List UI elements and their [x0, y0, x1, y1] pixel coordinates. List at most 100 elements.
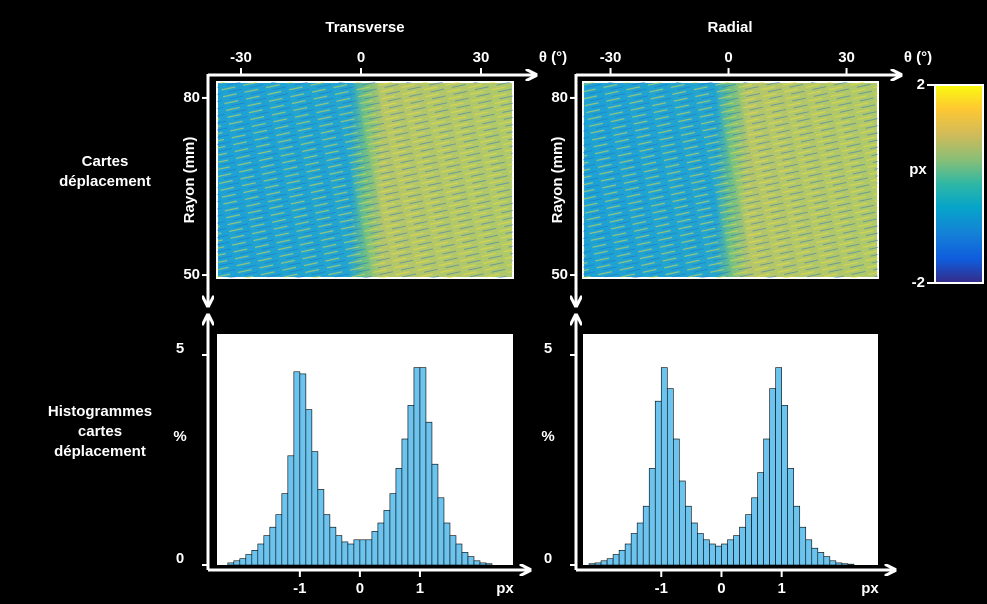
bar: [239, 558, 247, 566]
y-tick-label: 80: [551, 89, 568, 106]
bar: [673, 438, 680, 566]
bar: [829, 560, 837, 566]
bar: [685, 505, 692, 566]
bar: [401, 438, 409, 566]
x-tick-label: -30: [230, 49, 252, 66]
bar: [275, 514, 283, 566]
bar: [811, 547, 819, 566]
bar: [817, 552, 825, 566]
bar: [467, 556, 475, 566]
x-axis-label: θ (°): [904, 49, 932, 66]
bar: [618, 549, 626, 566]
map-texture: [217, 82, 513, 278]
bar: [660, 367, 668, 566]
bar: [413, 367, 421, 566]
row-label: déplacement: [59, 173, 151, 190]
x-tick-label: 0: [724, 49, 732, 66]
bar: [335, 535, 343, 566]
bar: [709, 543, 716, 566]
row-label: déplacement: [54, 443, 146, 460]
bar: [775, 367, 782, 566]
bar: [431, 463, 439, 566]
bar: [823, 556, 831, 566]
bar: [329, 526, 337, 566]
bar: [299, 373, 307, 566]
colorbar: [934, 84, 984, 284]
bar: [835, 562, 843, 566]
bar: [600, 560, 608, 566]
bar: [371, 531, 379, 566]
bar: [419, 367, 427, 566]
row-label: cartes: [78, 423, 122, 440]
x-tick-label: 30: [838, 49, 855, 66]
row-label: Histogrammes: [48, 403, 152, 420]
bar: [745, 514, 752, 566]
x-tick-label: 1: [778, 580, 786, 597]
map-texture: [583, 82, 878, 278]
bar: [485, 563, 493, 566]
y-tick-label: 50: [183, 266, 200, 283]
y-tick-label: 5: [176, 340, 184, 357]
bar: [287, 455, 295, 566]
bar: [245, 554, 253, 566]
bar: [437, 497, 445, 566]
y-axis-label: %: [173, 428, 186, 445]
x-axis-label: θ (°): [539, 49, 567, 66]
y-tick-label: 0: [176, 550, 184, 567]
x-tick-label: -1: [293, 580, 306, 597]
y-tick-label: 0: [544, 550, 552, 567]
bar: [594, 562, 602, 566]
bar: [257, 543, 265, 566]
bar: [263, 535, 271, 566]
bar: [341, 541, 349, 566]
x-tick-label: 30: [473, 49, 490, 66]
y-tick-label: 50: [551, 266, 568, 283]
x-tick-label: 0: [356, 580, 364, 597]
colorbar-tick-label: 2: [917, 76, 925, 93]
y-axis-label: %: [541, 428, 554, 445]
bar: [347, 543, 355, 566]
bar: [588, 563, 596, 566]
bar: [691, 522, 698, 566]
bar: [666, 388, 674, 566]
bar: [733, 535, 740, 566]
bar: [353, 539, 361, 566]
bar: [443, 522, 451, 566]
bar: [395, 468, 403, 566]
bar: [407, 405, 415, 566]
bar: [739, 526, 746, 566]
x-axis-label: px: [496, 580, 514, 597]
x-axis-label: px: [861, 580, 879, 597]
bar: [763, 438, 770, 566]
bar: [389, 493, 397, 566]
bar: [612, 554, 620, 566]
y-tick-label: 5: [544, 340, 552, 357]
bar: [311, 451, 319, 566]
bar: [642, 505, 650, 566]
bar: [727, 539, 734, 566]
bar: [799, 526, 807, 566]
bar: [383, 510, 391, 566]
bar: [269, 526, 277, 566]
bar: [251, 549, 259, 566]
column-title: Transverse: [325, 19, 404, 36]
bar: [606, 558, 614, 566]
bar: [787, 468, 795, 566]
bar: [715, 545, 722, 566]
row-label: Cartes: [82, 153, 129, 170]
bar: [654, 400, 662, 566]
bar: [721, 543, 728, 566]
bar: [473, 560, 481, 566]
bar: [455, 543, 463, 566]
bar: [805, 539, 813, 566]
bar: [847, 563, 855, 566]
bar: [769, 388, 776, 566]
bar: [697, 533, 704, 566]
bar: [425, 421, 433, 566]
bar: [793, 505, 801, 566]
bar: [227, 562, 235, 566]
bar: [305, 409, 313, 566]
bar: [841, 563, 849, 566]
bar: [679, 480, 686, 566]
